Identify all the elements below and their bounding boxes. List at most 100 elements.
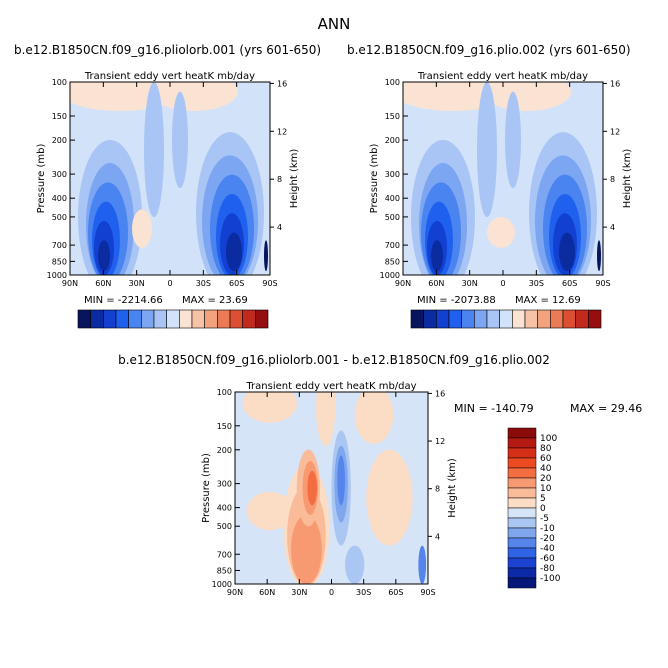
right-tick-label: 4 [277,223,282,232]
negative-region [345,545,365,584]
positive-region [366,449,413,546]
x-tick-label: 60N [259,588,275,597]
x-tick-label: 0 [167,279,172,288]
colorbar-label: -80 [540,564,555,574]
y-tick-label: 850 [217,566,232,575]
right-tick-label: 16 [610,79,620,88]
right-tick-label: 12 [277,127,287,136]
panel-1-case-title: b.e12.B1850CN.f09_g16.pliolorb.001 (yrs … [14,43,322,57]
x-tick-label: 60S [388,588,403,597]
colorbar-swatch [191,309,205,329]
y-axis-right-label: Height (km) [622,149,633,209]
negative-region [337,455,346,506]
panel-3-min-label: MIN = -140.79 [454,402,534,415]
x-tick-label: 60S [562,279,577,288]
y-axis-label: Pressure (mb) [201,453,212,523]
positive-region [246,491,293,531]
right-tick-label: 8 [277,175,282,184]
colorbar-swatch [507,537,537,549]
panel-1-plot: 90N 60N 30N 0 30S 60S 90S 100 150 200 300 400 500 700… [36,71,300,329]
contour-region [264,240,268,272]
right-tick-label: 8 [435,485,440,494]
right-tick-label: 8 [610,175,615,184]
colorbar-swatch [204,309,218,329]
y-tick-label: 100 [52,78,67,87]
colorbar-label: 20 [540,474,552,484]
x-tick-label: 60S [229,279,244,288]
colorbar-swatch [423,309,437,329]
x-tick-label: 90S [262,279,277,288]
y-tick-label: 150 [385,112,400,121]
colorbar-label: -100 [540,574,561,584]
y-tick-label: 500 [385,213,400,222]
panel-3-case-title: b.e12.B1850CN.f09_g16.pliolorb.001 - b.e… [118,353,550,367]
colorbar-label: 40 [540,464,552,474]
colorbar-label: -20 [540,534,555,544]
colorbar-label: 100 [540,434,557,444]
colorbar-swatch [128,309,142,329]
colorbar-swatch [507,427,537,439]
y-axis-right-label: Height (km) [289,149,300,209]
x-tick-label: 30S [529,279,544,288]
y-axis-label: Pressure (mb) [369,144,380,214]
x-tick-label: 90N [62,279,78,288]
x-tick-label: 30S [196,279,211,288]
contour-region [431,240,443,272]
y-tick-label: 150 [52,112,67,121]
panel-2-case-title: b.e12.B1850CN.f09_g16.plio.002 (yrs 601-… [347,43,631,57]
colorbar-label: -60 [540,554,555,564]
contour-region [597,240,601,272]
contour-region [172,91,188,189]
variable-title: Transient eddy vert heatK mb/day [84,71,255,82]
y-tick-label: 500 [217,522,232,531]
positive-region [487,217,515,248]
colorbar-swatch [524,309,538,329]
contour-region [505,91,521,189]
colorbar-swatch [507,467,537,479]
y-tick-label: 200 [52,136,67,145]
y-tick-label: 300 [52,170,67,179]
y-tick-label: 1000 [212,580,232,589]
colorbar-swatch [512,309,526,329]
colorbar-swatch [588,309,602,329]
colorbar-swatch [537,309,551,329]
positive-region [150,82,238,111]
colorbar-swatch [507,577,537,589]
positive-region [316,392,336,446]
colorbar-swatch [550,309,564,329]
colorbar-swatch [461,309,475,329]
positive-region [307,470,318,506]
right-tick-label: 4 [610,223,615,232]
positive-region [483,82,571,111]
panel-3-plot: 90N 60N 30N 0 30S 60S 90S 100 150 200 300 400 500 700… [201,381,458,597]
y-tick-label: 700 [217,550,232,559]
y-tick-label: 100 [385,78,400,87]
colorbar-swatch [474,309,488,329]
contour-region [144,82,164,218]
y-tick-label: 150 [217,422,232,431]
colorbar-swatch [90,309,104,329]
positive-region [354,392,394,444]
colorbar-swatch [507,437,537,449]
min-label: MIN = -2214.66 [84,295,163,306]
positive-region [132,209,152,248]
colorbar-swatch [77,309,91,329]
x-tick-label: 30N [462,279,478,288]
contour-region [226,232,242,272]
y-tick-label: 200 [217,446,232,455]
x-tick-label: 30N [129,279,145,288]
colorbar-swatch [141,309,155,329]
colorbar-swatch [255,309,269,329]
positive-region [242,392,297,423]
x-tick-label: 0 [329,588,334,597]
right-tick-label: 12 [435,437,445,446]
x-tick-label: 30S [356,588,371,597]
right-tick-label: 16 [435,389,445,398]
colorbar-swatch [562,309,576,329]
variable-title: Transient eddy vert heatK mb/day [245,381,416,392]
y-tick-label: 400 [52,194,67,203]
y-tick-label: 400 [217,504,232,513]
colorbar-swatch [229,309,243,329]
max-label: MAX = 23.69 [182,295,248,306]
